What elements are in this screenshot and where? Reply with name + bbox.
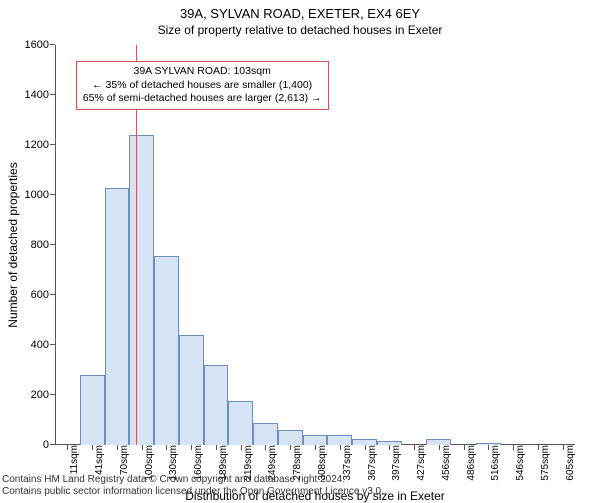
y-tick-label: 1600	[25, 39, 55, 51]
x-tick-label: 397sqm	[385, 445, 402, 481]
y-tick-label: 1200	[25, 139, 55, 151]
plot-area: 39A SYLVAN ROAD: 103sqm ← 35% of detache…	[55, 45, 575, 445]
x-tick-mark	[241, 445, 242, 450]
y-tick-mark	[50, 44, 55, 45]
histogram-bar	[179, 335, 204, 445]
x-tick-mark	[538, 445, 539, 450]
x-tick-label: 486sqm	[460, 445, 477, 481]
callout-line-2: ← 35% of detached houses are smaller (1,…	[83, 79, 322, 93]
y-tick-mark	[50, 94, 55, 95]
x-tick-mark	[340, 445, 341, 450]
y-tick-mark	[50, 344, 55, 345]
y-tick-label: 1000	[25, 189, 55, 201]
x-tick-mark	[389, 445, 390, 450]
x-tick-mark	[488, 445, 489, 450]
x-tick-label: 546sqm	[509, 445, 526, 481]
x-tick-mark	[439, 445, 440, 450]
x-tick-mark	[92, 445, 93, 450]
x-tick-mark	[513, 445, 514, 450]
y-tick-label: 600	[31, 289, 55, 301]
x-tick-label: 575sqm	[534, 445, 551, 481]
y-tick-label: 800	[31, 239, 55, 251]
page-title: 39A, SYLVAN ROAD, EXETER, EX4 6EY	[0, 6, 600, 21]
title-block: 39A, SYLVAN ROAD, EXETER, EX4 6EY Size o…	[0, 0, 600, 37]
x-tick-label: 605sqm	[559, 445, 576, 481]
histogram-bar	[303, 435, 328, 445]
x-tick-mark	[265, 445, 266, 450]
callout-line-3: 65% of semi-detached houses are larger (…	[83, 92, 322, 106]
y-tick-mark	[50, 294, 55, 295]
footer-attribution: Contains HM Land Registry data © Crown c…	[2, 474, 384, 498]
histogram-bar	[105, 188, 130, 446]
x-tick-mark	[414, 445, 415, 450]
y-tick-mark	[50, 394, 55, 395]
x-tick-label: 427sqm	[410, 445, 427, 481]
y-tick-mark	[50, 144, 55, 145]
x-tick-mark	[67, 445, 68, 450]
y-tick-label: 1400	[25, 89, 55, 101]
histogram-bar	[129, 135, 154, 445]
x-tick-mark	[464, 445, 465, 450]
x-tick-mark	[191, 445, 192, 450]
x-tick-mark	[117, 445, 118, 450]
page-subtitle: Size of property relative to detached ho…	[0, 23, 600, 37]
histogram-bar	[154, 256, 179, 445]
histogram-bar	[278, 430, 303, 445]
x-tick-mark	[563, 445, 564, 450]
footer-line-1: Contains HM Land Registry data © Crown c…	[2, 474, 384, 486]
y-tick-label: 400	[31, 339, 55, 351]
histogram-bar	[253, 423, 278, 446]
x-tick-label: 456sqm	[435, 445, 452, 481]
x-tick-mark	[216, 445, 217, 450]
histogram-bar	[228, 401, 253, 445]
x-tick-mark	[290, 445, 291, 450]
histogram-bar	[327, 435, 352, 445]
chart-area: 39A SYLVAN ROAD: 103sqm ← 35% of detache…	[55, 45, 575, 445]
histogram-bar	[204, 365, 229, 445]
x-tick-label: 41sqm	[88, 445, 105, 475]
x-tick-mark	[365, 445, 366, 450]
x-tick-label: 516sqm	[484, 445, 501, 481]
y-axis-label: Number of detached properties	[6, 162, 20, 327]
callout-line-1: 39A SYLVAN ROAD: 103sqm	[83, 65, 322, 79]
x-tick-mark	[166, 445, 167, 450]
y-tick-mark	[50, 444, 55, 445]
y-tick-label: 0	[43, 439, 55, 451]
x-tick-mark	[315, 445, 316, 450]
callout-box: 39A SYLVAN ROAD: 103sqm ← 35% of detache…	[76, 61, 329, 110]
histogram-bar	[80, 375, 105, 445]
y-tick-mark	[50, 194, 55, 195]
x-tick-label: 70sqm	[113, 445, 130, 475]
y-tick-label: 200	[31, 389, 55, 401]
x-tick-label: 11sqm	[63, 445, 80, 474]
y-tick-mark	[50, 244, 55, 245]
x-tick-mark	[142, 445, 143, 450]
footer-line-2: Contains public sector information licen…	[2, 486, 384, 498]
